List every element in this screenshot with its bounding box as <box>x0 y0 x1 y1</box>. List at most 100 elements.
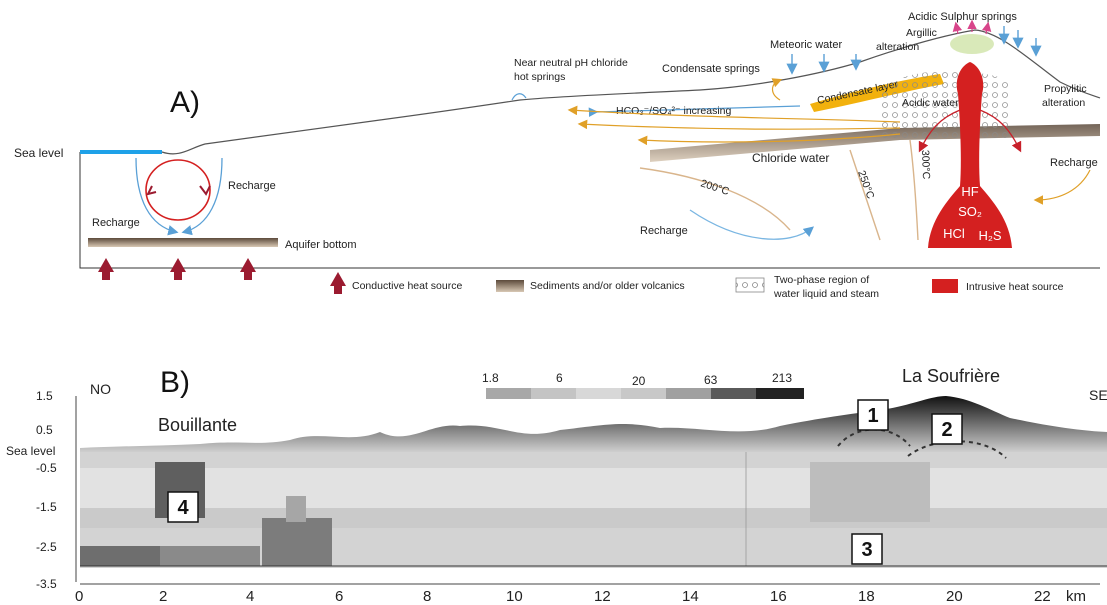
x-tick: 18 <box>858 588 875 605</box>
heat-arrow <box>98 258 114 280</box>
legend-two-phase-icon <box>735 277 765 293</box>
x-tick: 8 <box>423 588 431 605</box>
isotherm-250-label: 250°C <box>855 169 876 201</box>
propylitic-label-1: Propylitic <box>1044 83 1087 95</box>
convection-cell <box>145 159 211 221</box>
recharge-label-bottom: Recharge <box>640 225 688 237</box>
legend-intrusive-icon <box>932 279 958 293</box>
direction-no: NO <box>90 381 111 397</box>
svg-text:3: 3 <box>861 539 872 561</box>
marker-2: 2 <box>931 413 963 445</box>
gas-hcl: HCl <box>943 226 965 241</box>
x-tick: 20 <box>946 588 963 605</box>
bouillante-label: Bouillante <box>158 415 237 435</box>
legend-sediments: Sediments and/or older volcanics <box>530 280 685 292</box>
condensate-springs-label: Condensate springs <box>662 63 760 75</box>
argillic-zone <box>950 34 994 54</box>
heat-arrow <box>170 258 186 280</box>
isotherm-200-label: 200°C <box>699 177 731 198</box>
y-tick: 0.5 <box>36 423 53 437</box>
y-tick: -0.5 <box>36 461 57 475</box>
intrusion-branch-left <box>918 109 961 153</box>
y-tick: Sea level <box>6 444 55 458</box>
lateral-flows <box>567 78 901 146</box>
colorbar-tick: 6 <box>556 371 563 385</box>
near-neutral-label-1: Near neutral pH chloride <box>514 57 628 69</box>
legend: Conductive heat source Sediments and/or … <box>330 272 1064 300</box>
heat-arrow <box>240 258 256 280</box>
panel-a-frame <box>79 152 1100 269</box>
x-tick: 12 <box>594 588 611 605</box>
argillic-label-2: alteration <box>876 41 919 53</box>
y-tick: -3.5 <box>36 577 57 591</box>
svg-text:2: 2 <box>941 419 952 441</box>
intrusion <box>928 62 1012 248</box>
gas-hf: HF <box>961 184 978 199</box>
sediment-layer-right <box>650 124 1100 162</box>
marker-1: 1 <box>857 399 889 431</box>
convection-arrow-right <box>199 185 211 196</box>
anomaly-center-top <box>286 496 306 522</box>
colorbar-tick: 63 <box>704 373 718 387</box>
x-tick: 10 <box>506 588 523 605</box>
marker-4: 4 <box>167 491 199 523</box>
anomaly-left-base-2 <box>160 546 260 566</box>
x-tick: 16 <box>770 588 787 605</box>
propylitic-label-2: alteration <box>1042 97 1085 109</box>
y-tick: -1.5 <box>36 500 57 514</box>
near-neutral-label-2: hot springs <box>514 71 565 83</box>
section-mid-band <box>80 508 1107 528</box>
hco3-flow <box>588 105 801 118</box>
topography-band <box>80 396 1107 452</box>
panel-b-label: B) <box>160 366 190 399</box>
recharge-arrow-right <box>181 157 223 236</box>
legend-two-phase-2: water liquid and steam <box>773 288 879 300</box>
dashed-arc-2 <box>907 440 1007 459</box>
chloride-water-label: Chloride water <box>752 151 829 165</box>
sea-level-label: Sea level <box>14 146 63 160</box>
x-tick: 14 <box>682 588 699 605</box>
recharge-label-right: Recharge <box>1050 157 1098 169</box>
y-tick: -2.5 <box>36 540 57 554</box>
colorbar-tick: 20 <box>632 374 646 388</box>
intrusion-branch-right <box>979 109 1022 153</box>
legend-conductive-icon <box>330 272 346 294</box>
acidic-water-label: Acidic water <box>902 97 959 109</box>
x-tick: 6 <box>335 588 343 605</box>
anomaly-soufriere <box>810 462 930 522</box>
recharge-flow-bottom <box>689 209 815 240</box>
x-tick: 22 <box>1034 588 1051 605</box>
panel-b: B) NO SE Bouillante La Soufrière <box>6 366 1107 605</box>
isotherm-300 <box>909 139 919 241</box>
colorbar-tick: 1.8 <box>482 371 499 385</box>
acidic-sulphur-label: Acidic Sulphur springs <box>908 11 1017 23</box>
meteoric-arrows <box>786 26 1042 75</box>
convection-arrow-left <box>146 185 157 196</box>
recharge-arrow-left <box>135 157 179 236</box>
anomaly-center <box>262 518 332 566</box>
recharge-flow-right <box>1033 169 1091 205</box>
legend-sediments-icon <box>496 280 524 292</box>
legend-conductive: Conductive heat source <box>352 280 462 292</box>
section-upper-band <box>80 468 1107 508</box>
conductive-heat-arrows <box>98 258 256 280</box>
svg-text:4: 4 <box>177 497 189 519</box>
gas-h2s: H₂S <box>978 228 1001 243</box>
colorbar-tick: 213 <box>772 371 792 385</box>
recharge-label-left-upper: Recharge <box>228 180 276 192</box>
anomaly-left-base <box>80 546 160 566</box>
aquifer-bottom-layer <box>88 238 278 247</box>
isotherm-300-label: 300°C <box>919 150 932 180</box>
recharge-label-left-lower: Recharge <box>92 217 140 229</box>
legend-two-phase-1: Two-phase region of <box>774 274 869 286</box>
isotherm-250 <box>849 149 881 241</box>
x-tick: 4 <box>246 588 254 605</box>
marker-3: 3 <box>851 533 883 565</box>
x-unit: km <box>1066 588 1086 605</box>
meteoric-water-label: Meteoric water <box>770 39 842 51</box>
panel-a: A) Sea level Aquifer bottom Recharge Rec… <box>14 11 1101 300</box>
colorbar: 1.8 6 20 63 213 <box>482 371 804 399</box>
gas-so2: SO₂ <box>958 204 982 219</box>
svg-text:1: 1 <box>867 405 878 427</box>
